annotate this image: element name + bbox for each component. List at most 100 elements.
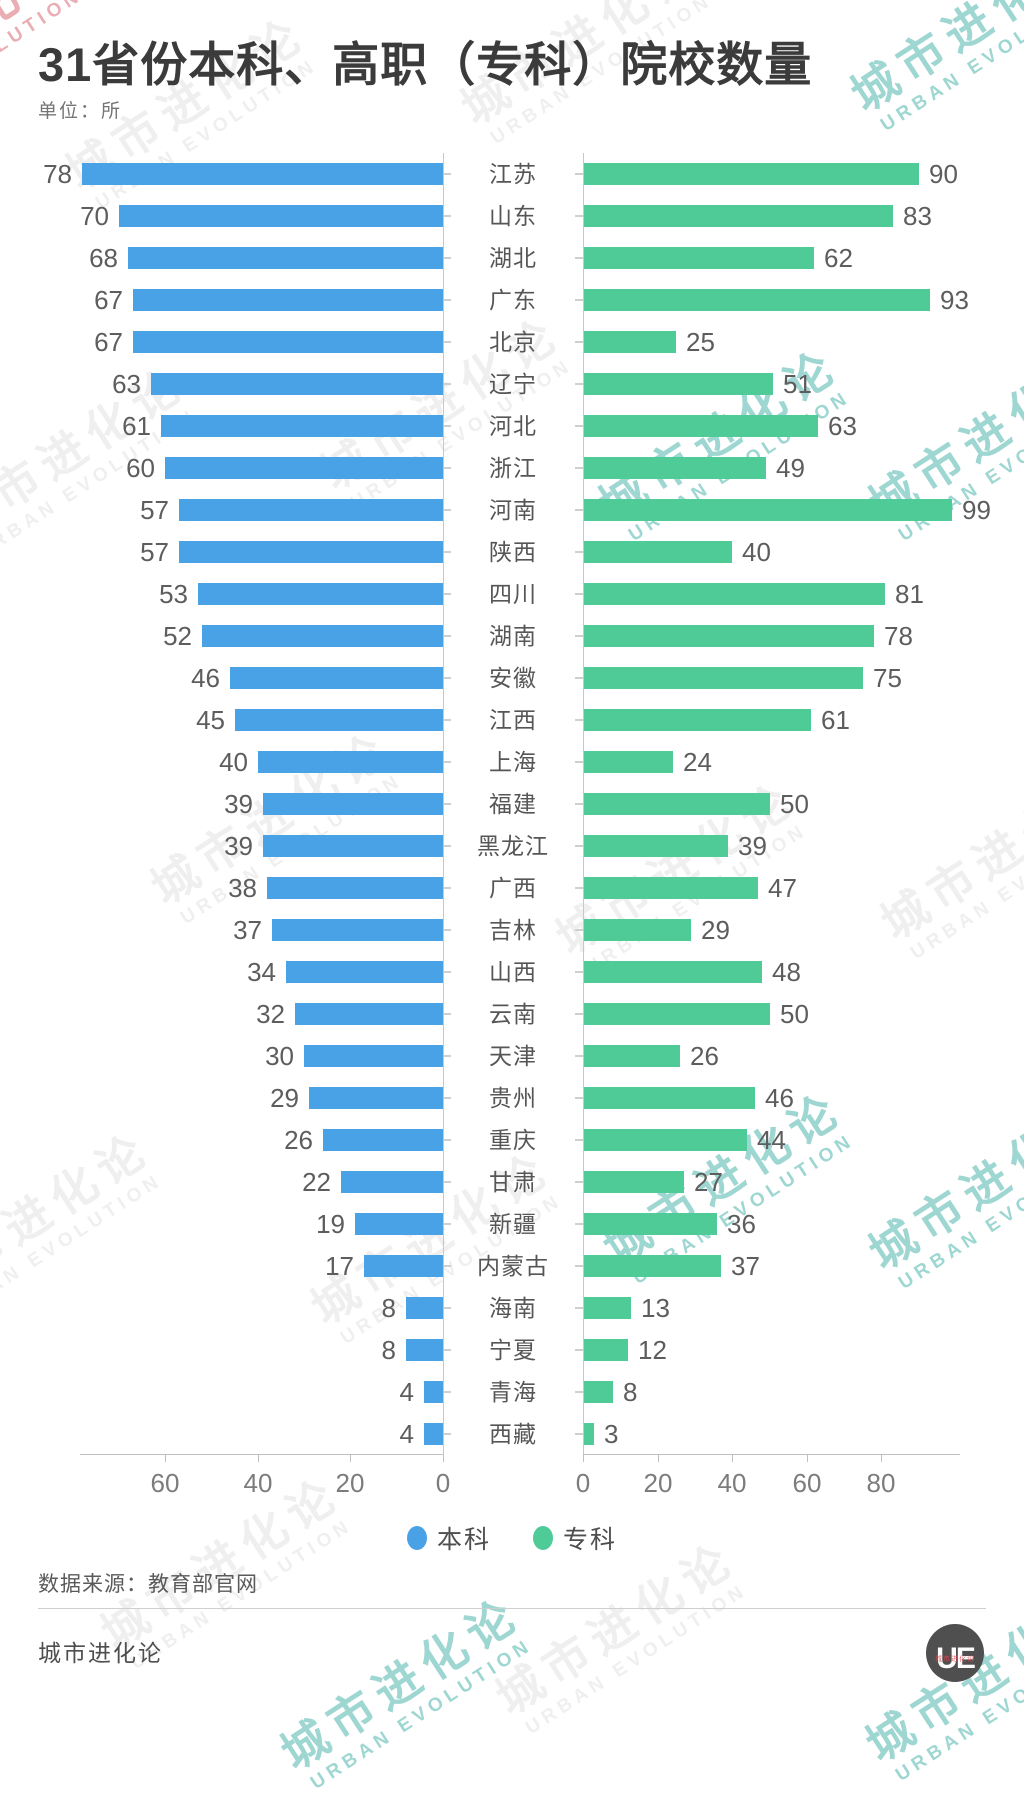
bachelor-value-label: 38 bbox=[228, 873, 257, 903]
vocational-bar bbox=[583, 499, 952, 521]
bachelor-value-label: 29 bbox=[270, 1083, 299, 1113]
x-axis-tick-label: 0 bbox=[575, 1468, 591, 1498]
row-tick bbox=[575, 173, 583, 175]
row-tick bbox=[443, 1013, 451, 1015]
watermark-subtext: URBAN EVOLUTION bbox=[307, 1634, 537, 1794]
logo-text: UE bbox=[936, 1641, 976, 1675]
bachelor-bar bbox=[198, 583, 443, 605]
bachelor-bar bbox=[202, 625, 443, 647]
row-tick bbox=[575, 551, 583, 553]
bachelor-bar bbox=[263, 835, 443, 857]
legend-item-vocational: 专科 bbox=[533, 1520, 617, 1556]
bachelor-value-label: 68 bbox=[89, 243, 118, 273]
row-tick bbox=[575, 1223, 583, 1225]
vocational-bar bbox=[583, 1003, 770, 1025]
vocational-value-label: 8 bbox=[623, 1377, 638, 1407]
bachelor-value-label: 22 bbox=[302, 1167, 331, 1197]
bachelor-bar bbox=[263, 793, 443, 815]
bachelor-value-label: 78 bbox=[43, 159, 72, 189]
chart-row: 67 北京 25 bbox=[0, 321, 1024, 363]
bachelor-value-label: 70 bbox=[80, 201, 109, 231]
row-tick bbox=[443, 761, 451, 763]
province-label: 辽宁 bbox=[489, 371, 537, 397]
row-tick bbox=[443, 1097, 451, 1099]
row-tick bbox=[443, 383, 451, 385]
left-zero-axis bbox=[443, 153, 444, 1455]
bachelor-bar bbox=[323, 1129, 443, 1151]
vocational-value-label: 75 bbox=[873, 663, 902, 693]
province-label: 吉林 bbox=[489, 917, 537, 943]
bachelor-bar bbox=[272, 919, 443, 941]
row-tick bbox=[443, 719, 451, 721]
province-label: 上海 bbox=[489, 749, 537, 775]
province-label: 北京 bbox=[489, 329, 537, 355]
bachelor-value-label: 17 bbox=[325, 1251, 354, 1281]
legend-label: 专科 bbox=[563, 1526, 618, 1554]
x-axis-tick-label: 20 bbox=[643, 1468, 673, 1498]
province-label: 山西 bbox=[489, 959, 537, 985]
x-axis-tick bbox=[732, 1455, 733, 1462]
chart-row: 57 河南 99 bbox=[0, 489, 1024, 531]
bachelor-bar bbox=[179, 499, 443, 521]
bachelor-value-label: 61 bbox=[122, 411, 151, 441]
row-tick bbox=[575, 1265, 583, 1267]
vocational-value-label: 3 bbox=[604, 1419, 619, 1449]
row-tick bbox=[575, 509, 583, 511]
bachelor-bar bbox=[133, 331, 443, 353]
bachelor-bar bbox=[406, 1297, 443, 1319]
bachelor-bar bbox=[151, 373, 443, 395]
province-label: 广东 bbox=[489, 287, 537, 313]
vocational-value-label: 44 bbox=[757, 1125, 786, 1155]
row-tick bbox=[575, 467, 583, 469]
row-tick bbox=[443, 467, 451, 469]
unit-label: 单位：所 bbox=[38, 101, 123, 122]
vocational-bar bbox=[583, 247, 814, 269]
vocational-value-label: 29 bbox=[701, 915, 730, 945]
vocational-value-label: 26 bbox=[690, 1041, 719, 1071]
bachelor-value-label: 8 bbox=[381, 1335, 396, 1365]
bachelor-bar bbox=[258, 751, 443, 773]
row-tick bbox=[575, 971, 583, 973]
legend-label: 本科 bbox=[436, 1526, 491, 1554]
row-tick bbox=[443, 929, 451, 931]
province-label: 甘肃 bbox=[489, 1169, 537, 1195]
bachelor-value-label: 40 bbox=[219, 747, 248, 777]
row-tick bbox=[575, 635, 583, 637]
vocational-bar bbox=[583, 1213, 717, 1235]
brand-logo: UE 城市进化论 bbox=[926, 1624, 984, 1682]
row-tick bbox=[575, 383, 583, 385]
left-x-axis-line bbox=[80, 1454, 443, 1455]
bachelor-value-label: 19 bbox=[316, 1209, 345, 1239]
province-label: 山东 bbox=[489, 203, 537, 229]
chart-row: 78 江苏 90 bbox=[0, 153, 1024, 195]
x-axis-tick-label: 80 bbox=[866, 1468, 896, 1498]
vocational-value-label: 62 bbox=[824, 243, 853, 273]
x-axis-tick-label: 20 bbox=[335, 1468, 365, 1498]
row-tick bbox=[443, 1223, 451, 1225]
vocational-bar bbox=[583, 415, 818, 437]
vocational-value-label: 49 bbox=[776, 453, 805, 483]
bachelor-value-label: 45 bbox=[196, 705, 225, 735]
vocational-value-label: 25 bbox=[686, 327, 715, 357]
chart-row: 68 湖北 62 bbox=[0, 237, 1024, 279]
bachelor-bar bbox=[295, 1003, 443, 1025]
chart-row: 8 海南 13 bbox=[0, 1287, 1024, 1329]
row-tick bbox=[443, 1181, 451, 1183]
vocational-bar bbox=[583, 541, 732, 563]
row-tick bbox=[575, 425, 583, 427]
x-axis-tick-label: 60 bbox=[792, 1468, 822, 1498]
bachelor-bar bbox=[82, 163, 443, 185]
vocational-bar bbox=[583, 289, 930, 311]
chart-row: 46 安徽 75 bbox=[0, 657, 1024, 699]
vocational-bar bbox=[583, 877, 758, 899]
chart-row: 37 吉林 29 bbox=[0, 909, 1024, 951]
row-tick bbox=[575, 887, 583, 889]
bachelor-bar bbox=[119, 205, 443, 227]
province-label: 河北 bbox=[489, 413, 537, 439]
province-label: 新疆 bbox=[489, 1211, 537, 1237]
province-label: 天津 bbox=[489, 1043, 537, 1069]
chart-row: 4 西藏 3 bbox=[0, 1413, 1024, 1455]
chart-row: 34 山西 48 bbox=[0, 951, 1024, 993]
